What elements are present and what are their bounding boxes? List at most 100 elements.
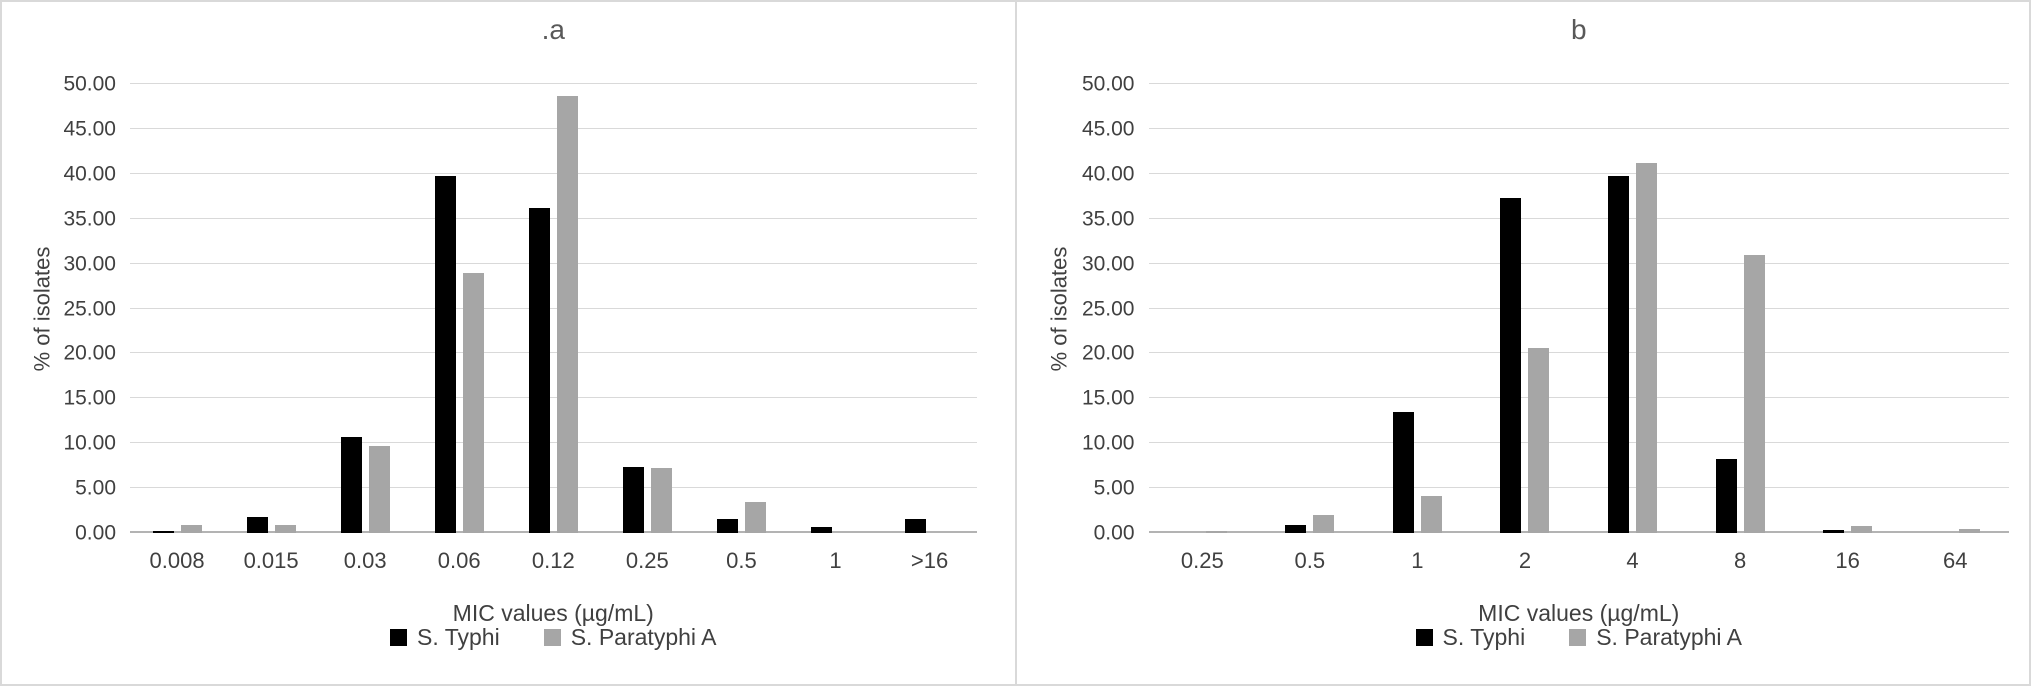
bar-s-typhi <box>1500 198 1522 533</box>
y-tick-label: 45.00 <box>1081 117 1135 141</box>
y-tick-label: 10.00 <box>63 431 116 455</box>
y-tick-label: 20.00 <box>1081 341 1135 365</box>
y-tick-label: 15.00 <box>1081 386 1135 410</box>
y-tick-label: 30.00 <box>1081 252 1135 276</box>
bar-group-0.015 <box>224 84 318 533</box>
x-tick-label: 0.008 <box>149 548 205 573</box>
y-tick-label: 5.00 <box>1093 476 1135 500</box>
bar-group-4 <box>1579 84 1687 533</box>
bar-s-paratyphi-a <box>1528 348 1550 533</box>
gridline <box>130 127 977 129</box>
x-tick-label: 8 <box>1733 548 1747 573</box>
bar-group-0.008 <box>130 84 224 533</box>
bar-group-1 <box>788 84 882 533</box>
bar-group-64 <box>1901 84 2009 533</box>
gridline <box>1148 172 2009 174</box>
bar-s-paratyphi-a <box>650 468 672 533</box>
x-tick-label: 16 <box>1835 548 1860 573</box>
y-tick-label: 10.00 <box>1081 431 1135 455</box>
legend-marker-icon <box>1569 629 1587 646</box>
bar-s-typhi <box>1608 175 1630 533</box>
gridline <box>130 217 977 219</box>
bar-group-8 <box>1686 84 1794 533</box>
bar-group-0.12 <box>506 84 600 533</box>
chart-a-plot-area: 0.00 5.00 10.00 15.00 20.00 25.00 30.00 35.00 40… <box>63 74 977 573</box>
gridline <box>1148 217 2009 219</box>
gridline <box>1148 487 2009 489</box>
x-tick-label: 0.5 <box>726 548 757 573</box>
legend-marker-icon <box>1415 629 1433 646</box>
bar-s-paratyphi-a <box>1420 496 1442 533</box>
legend-marker-icon <box>390 629 408 646</box>
x-tick-row: 0.25 0.5 1 2 4 8 16 64 <box>1149 548 2010 574</box>
bar-s-paratyphi-a <box>1958 529 1980 533</box>
y-tick-label: 0.00 <box>1093 521 1135 545</box>
gridline <box>1148 83 2009 84</box>
legend-marker-icon <box>543 629 561 646</box>
y-tick-label: 50.00 <box>63 72 116 96</box>
gridline <box>130 172 977 174</box>
bar-s-typhi <box>152 531 174 533</box>
gridline <box>1148 352 2009 354</box>
x-tick-label: 64 <box>1942 548 1968 573</box>
gridline <box>1148 442 2009 444</box>
legend-label: S. Paratyphi A <box>570 624 717 650</box>
x-tick-label: 0.03 <box>343 548 387 573</box>
bar-group-0.5 <box>694 84 788 533</box>
gridline <box>130 442 977 444</box>
bar-s-typhi <box>1715 459 1737 533</box>
x-tick-label: >16 <box>910 548 949 573</box>
y-tick-label: 30.00 <box>63 252 116 276</box>
y-tick-label: 35.00 <box>63 207 116 231</box>
bar-s-paratyphi-a <box>274 524 296 533</box>
bar-group-0.25 <box>1149 84 1257 533</box>
y-tick-label: 20.00 <box>63 341 116 365</box>
x-axis-line <box>130 531 977 533</box>
x-tick-label: 2 <box>1518 548 1532 573</box>
gridline <box>130 307 977 309</box>
bar-s-paratyphi-a <box>462 273 484 533</box>
y-tick-label: 0.00 <box>75 521 116 545</box>
legend-label: S. Paratyphi A <box>1596 624 1742 650</box>
y-tick-label: 25.00 <box>1081 297 1135 320</box>
bar-group-0.25 <box>600 84 694 533</box>
bar-group-0.03 <box>318 84 412 533</box>
y-tick-label: 40.00 <box>1081 162 1135 186</box>
bar-s-typhi <box>434 175 456 533</box>
y-tick-label: 25.00 <box>63 297 116 320</box>
bar-s-typhi <box>1285 524 1307 533</box>
legend-label: S. Typhi <box>1442 624 1526 650</box>
gridline <box>1148 307 2009 309</box>
x-tick-label: 4 <box>1626 548 1639 573</box>
bar-s-paratyphi-a <box>180 524 202 533</box>
bar-s-paratyphi-a <box>744 501 766 533</box>
legend-label: S. Typhi <box>417 624 500 650</box>
bars-row <box>130 84 977 533</box>
bar-s-typhi <box>622 467 644 533</box>
chart-b-title: b <box>1570 14 1587 45</box>
gridline <box>130 397 977 399</box>
bar-s-typhi <box>340 436 362 533</box>
chart-panel-a: .a % of isolates 0.00 5.00 10.00 15.00 20.00… <box>2 2 1015 684</box>
x-axis-line <box>1148 531 2009 533</box>
bar-s-paratyphi-a <box>556 95 578 533</box>
chart-b-x-axis-title: MIC values (µg/mL) <box>1478 600 1680 626</box>
x-tick-label: 1 <box>829 548 842 573</box>
chart-a-x-axis-title: MIC values (µg/mL) <box>452 600 654 626</box>
bar-group-2 <box>1471 84 1579 533</box>
y-tick-label: 15.00 <box>63 386 116 410</box>
y-tick-label: 50.00 <box>1081 72 1135 96</box>
chart-panel-b: b % of isolates 0.00 5.00 10.00 15.00 20.00 2… <box>1014 2 2030 684</box>
x-tick-row: 0.008 0.015 0.03 0.06 0.12 0.25 0.5 1 >16 <box>130 548 977 574</box>
gridline <box>130 83 977 84</box>
legend-item: S. Paratyphi A <box>1569 624 1742 651</box>
legend-item: S. Typhi <box>390 624 500 651</box>
x-tick-label: 0.06 <box>437 548 481 573</box>
bar-s-typhi <box>246 516 268 533</box>
bar-group-16 <box>1794 84 1902 533</box>
chart-a-legend: S. Typhi S. Paratyphi A <box>130 624 977 651</box>
bar-s-paratyphi-a <box>1636 163 1658 533</box>
x-tick-label: 0.12 <box>531 548 575 573</box>
bar-s-paratyphi-a <box>1205 531 1227 533</box>
bar-s-paratyphi-a <box>1743 254 1765 533</box>
